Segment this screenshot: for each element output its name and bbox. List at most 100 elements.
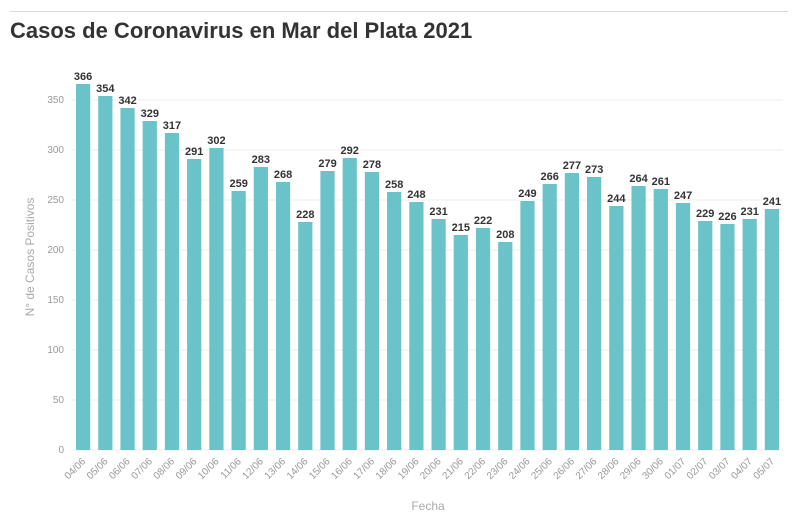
x-tick-label: 21/06 bbox=[440, 456, 466, 482]
bar[interactable] bbox=[542, 184, 557, 450]
data-label: 231 bbox=[740, 206, 758, 218]
y-tick-label: 300 bbox=[47, 145, 64, 156]
y-tick-label: 150 bbox=[47, 295, 64, 306]
bar[interactable] bbox=[275, 182, 291, 450]
data-label: 264 bbox=[629, 173, 648, 185]
x-tick-label: 18/06 bbox=[374, 456, 400, 482]
data-label: 259 bbox=[229, 178, 247, 190]
bar[interactable] bbox=[164, 133, 180, 450]
x-tick-label: 01/07 bbox=[663, 456, 689, 482]
bar[interactable] bbox=[253, 167, 268, 450]
bar[interactable] bbox=[142, 121, 157, 450]
bar[interactable] bbox=[298, 222, 313, 450]
y-tick-label: 200 bbox=[47, 245, 64, 256]
x-tick-label: 02/07 bbox=[685, 456, 711, 482]
bar[interactable] bbox=[631, 186, 646, 450]
data-label: 229 bbox=[696, 208, 714, 220]
bar[interactable] bbox=[475, 228, 491, 450]
bar[interactable] bbox=[764, 209, 780, 450]
data-label: 279 bbox=[318, 158, 336, 170]
x-tick-label: 04/07 bbox=[729, 456, 755, 482]
data-label: 226 bbox=[718, 211, 736, 223]
y-axis-title: N° de Casos Positivos bbox=[23, 198, 37, 317]
data-label: 317 bbox=[163, 120, 181, 132]
x-tick-label: 15/06 bbox=[307, 456, 333, 482]
data-label: 249 bbox=[518, 188, 536, 200]
y-tick-label: 350 bbox=[47, 95, 64, 106]
data-label: 283 bbox=[252, 154, 270, 166]
x-tick-label: 23/06 bbox=[485, 456, 511, 482]
data-label: 231 bbox=[429, 206, 447, 218]
bar[interactable] bbox=[209, 148, 224, 450]
data-label: 366 bbox=[74, 71, 92, 83]
x-tick-label: 29/06 bbox=[618, 456, 644, 482]
bar[interactable] bbox=[520, 201, 535, 450]
x-tick-label: 11/06 bbox=[219, 456, 244, 481]
bar[interactable] bbox=[231, 191, 246, 450]
top-divider bbox=[10, 11, 788, 12]
bar[interactable] bbox=[98, 96, 113, 450]
y-tick-label: 50 bbox=[53, 395, 65, 406]
x-tick-label: 24/06 bbox=[507, 456, 533, 482]
bar[interactable] bbox=[675, 203, 691, 450]
data-label: 248 bbox=[407, 189, 425, 201]
data-label: 292 bbox=[341, 145, 359, 157]
bar[interactable] bbox=[587, 177, 602, 450]
data-label: 222 bbox=[474, 215, 492, 227]
x-tick-label: 04/06 bbox=[63, 456, 89, 482]
y-axis-ticks: 0 50 100 150 200 250 300 350 bbox=[47, 95, 64, 456]
data-label: 261 bbox=[652, 176, 670, 188]
data-label: 268 bbox=[274, 169, 292, 181]
data-label: 208 bbox=[496, 229, 514, 241]
bar[interactable] bbox=[187, 159, 202, 450]
x-tick-label: 05/06 bbox=[85, 456, 111, 482]
data-label: 329 bbox=[141, 108, 159, 120]
bars bbox=[75, 84, 780, 450]
data-label: 266 bbox=[541, 171, 559, 183]
bar[interactable] bbox=[498, 242, 513, 450]
bar[interactable] bbox=[609, 206, 624, 450]
x-tick-label: 06/06 bbox=[107, 456, 133, 482]
x-tick-label: 26/06 bbox=[552, 456, 578, 482]
bar[interactable] bbox=[409, 202, 424, 450]
x-tick-label: 10/06 bbox=[196, 456, 222, 482]
bar[interactable] bbox=[320, 171, 335, 450]
x-tick-label: 25/06 bbox=[529, 456, 555, 482]
bar[interactable] bbox=[75, 84, 91, 450]
bar[interactable] bbox=[698, 221, 713, 450]
x-tick-label: 20/06 bbox=[418, 456, 444, 482]
data-label: 342 bbox=[118, 95, 136, 107]
data-label: 354 bbox=[96, 83, 115, 95]
data-label: 277 bbox=[563, 160, 581, 172]
x-tick-label: 19/06 bbox=[396, 456, 422, 482]
data-label: 273 bbox=[585, 164, 603, 176]
bar[interactable] bbox=[120, 108, 135, 450]
x-axis-title: Fecha bbox=[411, 499, 445, 513]
x-axis-ticks: 04/0605/0606/0607/0608/0609/0610/0611/06… bbox=[63, 456, 778, 482]
data-label: 278 bbox=[363, 159, 381, 171]
data-label: 291 bbox=[185, 146, 203, 158]
bar[interactable] bbox=[342, 158, 357, 450]
bar[interactable] bbox=[742, 219, 757, 450]
bar[interactable] bbox=[364, 172, 380, 450]
data-label: 244 bbox=[607, 193, 626, 205]
x-tick-label: 09/06 bbox=[174, 456, 200, 482]
bar[interactable] bbox=[720, 224, 735, 450]
x-tick-label: 22/06 bbox=[463, 456, 489, 482]
data-label: 215 bbox=[452, 222, 470, 234]
bar[interactable] bbox=[431, 219, 446, 450]
x-tick-label: 08/06 bbox=[152, 456, 178, 482]
x-tick-label: 28/06 bbox=[596, 456, 622, 482]
bar[interactable] bbox=[387, 192, 402, 450]
x-tick-label: 30/06 bbox=[640, 456, 666, 482]
x-tick-label: 12/06 bbox=[241, 456, 267, 482]
bar[interactable] bbox=[564, 173, 580, 450]
data-label: 302 bbox=[207, 135, 225, 147]
bar[interactable] bbox=[453, 235, 468, 450]
y-tick-label: 100 bbox=[47, 345, 64, 356]
bar[interactable] bbox=[653, 189, 668, 450]
data-label: 247 bbox=[674, 190, 692, 202]
y-tick-label: 250 bbox=[47, 195, 64, 206]
